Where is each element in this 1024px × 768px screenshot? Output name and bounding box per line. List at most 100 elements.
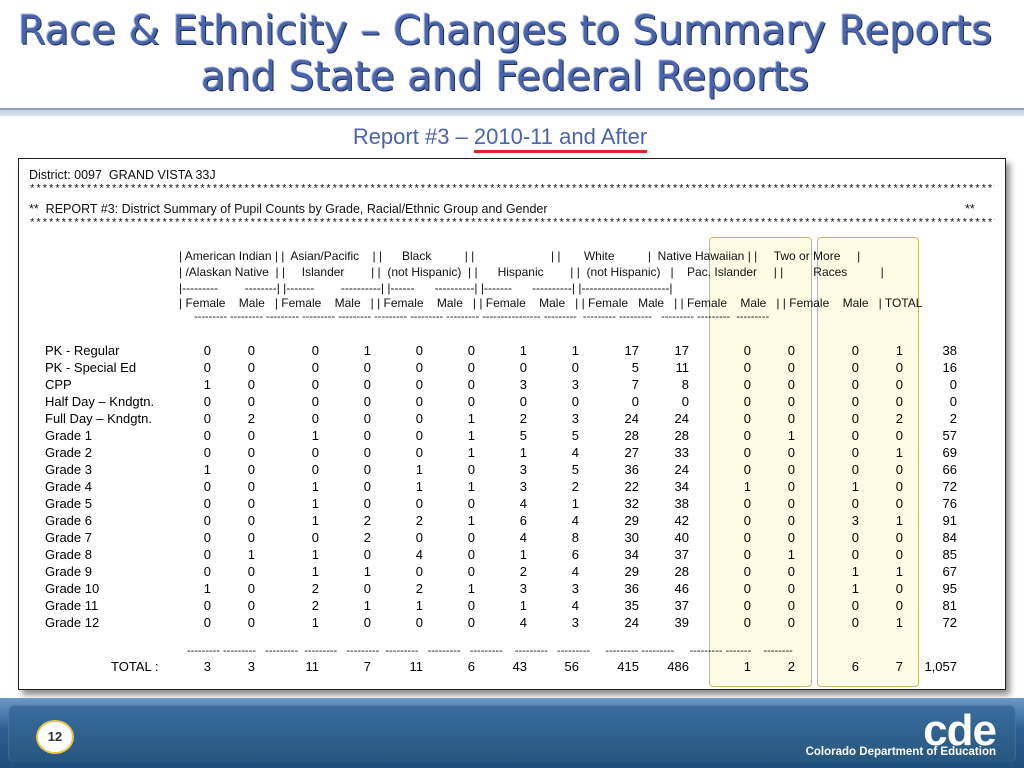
table-cell: 0 bbox=[787, 581, 795, 596]
table-cell: 2 bbox=[363, 513, 371, 528]
page-number: 12 bbox=[36, 720, 74, 754]
row-label: Grade 8 bbox=[45, 547, 92, 562]
table-cell: 0 bbox=[311, 394, 319, 409]
table-cell: 7 bbox=[631, 377, 639, 392]
table-cell: 3 bbox=[571, 581, 579, 596]
table-cell: 0 bbox=[363, 394, 371, 409]
table-cell: 1 bbox=[415, 479, 423, 494]
total-cell: 3 bbox=[247, 659, 255, 674]
table-row: Grade 11 0 0 2 1 1 0 1 4 35 37 0 0 0 0 81 bbox=[19, 598, 1005, 615]
table-cell: 1 bbox=[311, 479, 319, 494]
table-cell: 1 bbox=[467, 411, 475, 426]
table-cell: 0 bbox=[895, 428, 903, 443]
table-cell: 1 bbox=[851, 581, 859, 596]
table-cell: 1 bbox=[895, 615, 903, 630]
table-cell: 0 bbox=[311, 377, 319, 392]
table-cell: 46 bbox=[674, 581, 689, 596]
table-cell: 1 bbox=[519, 343, 527, 358]
total-row: TOTAL : 3 3 11 7 11 6 43 56 415 486 1 2 6 7 1,057 bbox=[19, 659, 1005, 676]
table-cell: 0 bbox=[467, 530, 475, 545]
district-line: District: 0097 GRAND VISTA 33J bbox=[29, 168, 216, 182]
table-cell: 67 bbox=[942, 564, 957, 579]
cde-logo-subtitle: Colorado Department of Education bbox=[805, 746, 996, 758]
table-row: Grade 2 0 0 0 0 0 1 1 4 27 33 0 0 0 1 69 bbox=[19, 445, 1005, 462]
table-cell: 6 bbox=[519, 513, 527, 528]
table-cell: 24 bbox=[674, 462, 689, 477]
table-cell: 0 bbox=[851, 615, 859, 630]
table-cell: 1 bbox=[787, 428, 795, 443]
table-cell: 0 bbox=[311, 530, 319, 545]
table-cell: 0 bbox=[415, 615, 423, 630]
table-cell: 17 bbox=[674, 343, 689, 358]
table-cell: 3 bbox=[519, 377, 527, 392]
table-cell: 1 bbox=[311, 496, 319, 511]
table-row: CPP 1 0 0 0 0 0 3 3 7 8 0 0 0 0 0 bbox=[19, 377, 1005, 394]
stars-line-bottom: ****************************************… bbox=[29, 218, 995, 230]
row-label: Half Day – Kndgtn. bbox=[45, 394, 155, 409]
table-cell: 0 bbox=[743, 581, 751, 596]
table-cell: 0 bbox=[247, 377, 255, 392]
table-cell: 1 bbox=[467, 513, 475, 528]
row-label: Grade 2 bbox=[45, 445, 92, 460]
table-cell: 0 bbox=[363, 496, 371, 511]
table-cell: 81 bbox=[942, 598, 957, 613]
table-cell: 0 bbox=[311, 343, 319, 358]
table-cell: 1 bbox=[467, 479, 475, 494]
table-cell: 40 bbox=[674, 530, 689, 545]
table-cell: 8 bbox=[681, 377, 689, 392]
total-cell: 415 bbox=[617, 659, 639, 674]
row-label: Grade 1 bbox=[45, 428, 92, 443]
table-cell: 1 bbox=[363, 598, 371, 613]
table-cell: 5 bbox=[571, 428, 579, 443]
cde-logo: cde bbox=[923, 706, 997, 755]
table-cell: 24 bbox=[624, 411, 639, 426]
slide-subtitle: Report #3 – 2010-11 and After bbox=[0, 124, 1000, 153]
table-cell: 0 bbox=[203, 394, 211, 409]
table-cell: 0 bbox=[311, 445, 319, 460]
table-cell: 72 bbox=[942, 479, 957, 494]
total-cell: 486 bbox=[667, 659, 689, 674]
table-cell: 1 bbox=[571, 343, 579, 358]
table-cell: 0 bbox=[415, 360, 423, 375]
table-cell: 0 bbox=[895, 360, 903, 375]
table-cell: 1 bbox=[203, 462, 211, 477]
table-cell: 0 bbox=[895, 581, 903, 596]
table-cell: 0 bbox=[519, 360, 527, 375]
table-cell: 1 bbox=[895, 445, 903, 460]
table-cell: 28 bbox=[674, 428, 689, 443]
table-cell: 0 bbox=[247, 581, 255, 596]
table-cell: 0 bbox=[895, 462, 903, 477]
table-cell: 1 bbox=[415, 462, 423, 477]
table-cell: 24 bbox=[674, 411, 689, 426]
table-cell: 8 bbox=[571, 530, 579, 545]
table-cell: 0 bbox=[247, 615, 255, 630]
total-cell: 6 bbox=[467, 659, 475, 674]
table-cell: 0 bbox=[415, 496, 423, 511]
table-cell: 3 bbox=[519, 479, 527, 494]
table-cell: 1 bbox=[415, 598, 423, 613]
table-cell: 0 bbox=[203, 479, 211, 494]
table-cell: 17 bbox=[624, 343, 639, 358]
footer-bar: 12 cde Colorado Department of Education bbox=[0, 698, 1024, 768]
table-cell: 0 bbox=[247, 445, 255, 460]
header-row-2: | /Alaskan Native | | Islander | | (not … bbox=[179, 265, 884, 279]
table-cell: 30 bbox=[624, 530, 639, 545]
table-cell: 27 bbox=[624, 445, 639, 460]
table-row: Grade 8 0 1 1 0 4 0 1 6 34 37 0 1 0 0 85 bbox=[19, 547, 1005, 564]
table-cell: 0 bbox=[363, 428, 371, 443]
table-cell: 0 bbox=[247, 479, 255, 494]
table-cell: 0 bbox=[743, 428, 751, 443]
table-cell: 0 bbox=[571, 394, 579, 409]
table-cell: 29 bbox=[624, 564, 639, 579]
table-cell: 0 bbox=[851, 530, 859, 545]
table-cell: 0 bbox=[851, 496, 859, 511]
table-row: Grade 4 0 0 1 0 1 1 3 2 22 34 1 0 1 0 72 bbox=[19, 479, 1005, 496]
table-cell: 0 bbox=[247, 394, 255, 409]
table-row: Grade 5 0 0 1 0 0 0 4 1 32 38 0 0 0 0 76 bbox=[19, 496, 1005, 513]
total-cell: 6 bbox=[851, 659, 859, 674]
table-cell: 2 bbox=[571, 479, 579, 494]
table-cell: 95 bbox=[942, 581, 957, 596]
table-cell: 1 bbox=[519, 547, 527, 562]
table-cell: 0 bbox=[851, 445, 859, 460]
table-cell: 38 bbox=[942, 343, 957, 358]
